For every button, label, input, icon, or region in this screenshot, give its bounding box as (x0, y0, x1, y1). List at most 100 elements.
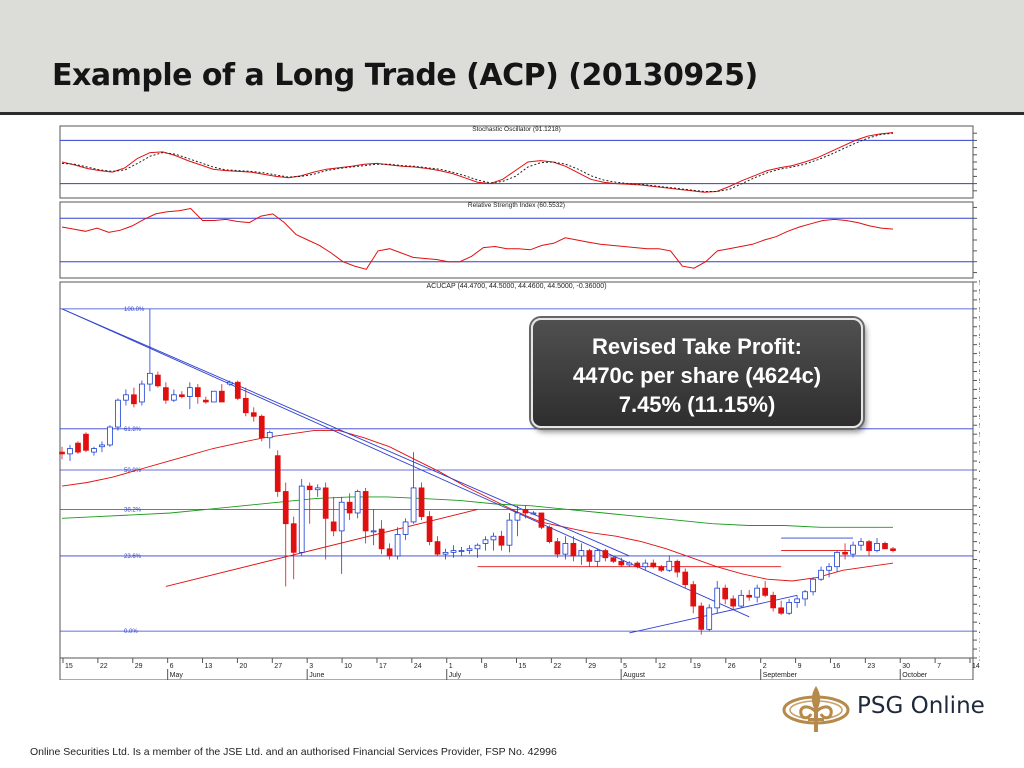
candle-body (842, 551, 848, 555)
fib-label: 100.0% (124, 307, 145, 313)
x-tick-label: 7 (937, 663, 941, 670)
fleur-de-lis-icon (782, 686, 850, 732)
candle-body (850, 544, 856, 555)
candle-body (706, 607, 713, 630)
y-tick-label: 47.0 (979, 504, 980, 511)
candle-body (602, 550, 609, 559)
x-tick-label: 10 (344, 663, 352, 670)
x-tick-label: 23 (867, 663, 875, 670)
candle-body (890, 548, 896, 551)
candle-body (882, 543, 888, 550)
candle-body (282, 491, 289, 525)
candle-body (634, 562, 641, 568)
candle-body (666, 560, 673, 571)
y-tick-label: 53.5 (979, 387, 980, 394)
candle-body (610, 557, 617, 562)
candle-body (514, 512, 521, 521)
candle-body (418, 487, 425, 517)
candle-body (410, 487, 417, 523)
candle-body (338, 501, 345, 532)
callout-line-3: 7.45% (11.15%) (618, 392, 776, 417)
month-label: June (309, 672, 324, 679)
x-tick-label: 22 (100, 663, 108, 670)
candle-body (554, 541, 561, 555)
candle-body (386, 548, 393, 557)
candle-body (274, 455, 281, 492)
candle-body (810, 578, 816, 593)
x-tick-label: 5 (623, 663, 627, 670)
slide-title: Example of a Long Trade (ACP) (20130925) (52, 58, 758, 93)
stochastic-k-line (61, 132, 894, 193)
candle-body (674, 560, 681, 573)
psg-online-logo: PSG Online (781, 680, 1001, 740)
candle-body (754, 587, 761, 598)
logo-text: PSG Online (857, 693, 985, 719)
callout-line-1: Revised Take Profit: (592, 334, 802, 359)
candle-body (186, 387, 193, 397)
fib-label: 38.2% (124, 507, 142, 513)
candle-body (99, 444, 105, 448)
candle-body (250, 412, 257, 417)
x-tick-label: 27 (274, 663, 282, 670)
y-tick-label: 52.0 (979, 414, 980, 421)
candle-body (466, 548, 473, 551)
y-tick-label: 51.0 (979, 432, 980, 439)
y-tick-label: 57.0 (979, 325, 980, 332)
trend-line (165, 508, 478, 587)
candle-body (234, 381, 241, 399)
y-tick-label: 49.5 (979, 459, 980, 466)
fib-label: 23.6% (124, 554, 142, 560)
y-tick-label: 57.5 (979, 316, 980, 323)
y-tick-label: 46.5 (979, 513, 980, 520)
y-tick-label: 56.5 (979, 334, 980, 341)
candle-body (306, 485, 313, 491)
y-tick-label: 39.0 (979, 647, 980, 654)
candle-body (778, 607, 784, 614)
moving-average-long (61, 496, 893, 528)
candle-body (131, 394, 137, 405)
candle-body (594, 550, 601, 562)
y-tick-label: 41.5 (979, 602, 980, 609)
candle-body (450, 550, 457, 553)
y-tick-label: 40.5 (979, 620, 980, 627)
y-tick-label: 43.0 (979, 575, 980, 582)
candle-body (802, 591, 808, 600)
stochastic-title: Stochastic Oscillator (91.1218) (472, 126, 561, 133)
candle-body (626, 562, 633, 566)
candle-body (570, 543, 577, 557)
x-tick-label: 30 (902, 663, 910, 670)
y-tick-label: 45.0 (979, 540, 980, 547)
y-tick-label: 55.0 (979, 361, 980, 368)
x-tick-label: 15 (65, 663, 73, 670)
candle-body (650, 562, 657, 568)
candle-body (378, 528, 385, 550)
candle-body (434, 541, 441, 555)
x-tick-label: 24 (414, 663, 422, 670)
candle-body (786, 602, 792, 614)
y-tick-label: 43.5 (979, 566, 980, 573)
y-tick-label: 51.5 (979, 423, 980, 430)
candle-body (147, 372, 153, 385)
x-tick-label: 12 (658, 663, 666, 670)
candle-body (490, 535, 497, 541)
x-tick-label: 13 (205, 663, 213, 670)
y-tick-label: 58.5 (979, 298, 980, 305)
candle-body (498, 535, 505, 546)
y-tick-label: 55.5 (979, 352, 980, 359)
x-tick-label: 17 (379, 663, 387, 670)
y-tick-label: 44.5 (979, 549, 980, 556)
candle-body (442, 551, 449, 555)
y-tick-label: 40.0 (979, 629, 980, 636)
candle-body (858, 541, 864, 546)
candle-body (202, 399, 209, 403)
x-tick-label: 9 (798, 663, 802, 670)
candle-body (59, 451, 65, 455)
candle-body (75, 442, 81, 453)
fib-label: 0.0% (124, 629, 138, 635)
candle-body (266, 431, 273, 439)
candle-body (370, 530, 377, 533)
candle-body (179, 394, 185, 397)
candle-body (682, 571, 689, 585)
candle-body (794, 598, 800, 603)
month-label: July (449, 672, 462, 679)
